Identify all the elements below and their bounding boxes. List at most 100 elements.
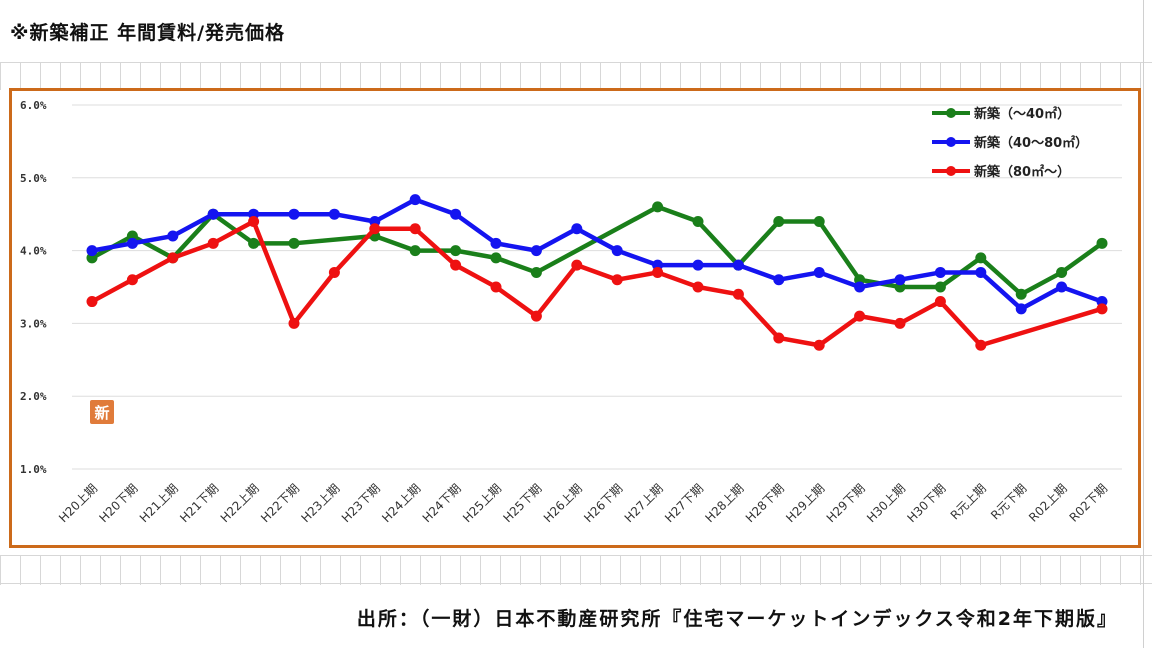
- data-point: [611, 274, 623, 286]
- data-point: [490, 281, 502, 293]
- data-point: [1056, 281, 1068, 293]
- data-point: [1056, 266, 1068, 278]
- x-tick-label: H28上期: [702, 481, 746, 525]
- data-point: [652, 201, 664, 213]
- data-point: [86, 296, 98, 308]
- legend-swatch-marker: [946, 137, 956, 147]
- data-point: [894, 317, 906, 329]
- data-point: [571, 223, 583, 235]
- x-tick-label: H21上期: [137, 481, 181, 525]
- legend-swatch-marker: [946, 166, 956, 176]
- data-point: [894, 274, 906, 286]
- data-point: [288, 208, 300, 220]
- data-point: [571, 259, 583, 271]
- data-point: [328, 208, 340, 220]
- y-tick-label: 6.0%: [20, 99, 47, 112]
- grid-strip-top: [0, 62, 1152, 90]
- page-title: ※新築補正 年間賃料/発売価格: [10, 22, 286, 44]
- data-point: [450, 208, 462, 220]
- data-point: [813, 215, 825, 227]
- data-point: [328, 266, 340, 278]
- x-tick-label: H30上期: [864, 481, 908, 525]
- data-point: [409, 194, 421, 206]
- x-tick-label: H21下期: [177, 481, 221, 525]
- x-tick-label: H24上期: [379, 481, 423, 525]
- data-point: [934, 266, 946, 278]
- data-point: [975, 252, 987, 264]
- x-tick-label: H25上期: [460, 481, 504, 525]
- legend-label: 新築（80㎡～）: [974, 164, 1070, 180]
- y-tick-label: 2.0%: [20, 390, 47, 403]
- data-point: [1015, 303, 1027, 315]
- y-tick-label: 1.0%: [20, 463, 47, 476]
- data-point: [611, 245, 623, 257]
- x-tick-label: H20下期: [96, 481, 140, 525]
- x-tick-label: H28下期: [743, 481, 787, 525]
- data-point: [207, 208, 219, 220]
- data-point: [773, 215, 785, 227]
- chart-frame: 1.0% 2.0% 3.0% 4.0% 5.0% 6.0% H20上期 H20下期 H21上期 H…: [9, 88, 1141, 548]
- data-point: [126, 274, 138, 286]
- data-point: [248, 237, 260, 249]
- data-point: [652, 266, 664, 278]
- data-point: [732, 288, 744, 300]
- x-tick-label: H22上期: [218, 481, 262, 525]
- y-tick-label: 5.0%: [20, 172, 47, 185]
- grid-strip-bottom: [0, 555, 1152, 585]
- data-point: [975, 339, 987, 351]
- x-tick-label: R元下期: [988, 481, 1029, 522]
- x-tick-label: H25下期: [500, 481, 544, 525]
- x-tick-label: H30下期: [904, 481, 948, 525]
- x-tick-label: H23下期: [339, 481, 383, 525]
- data-point: [854, 310, 866, 322]
- data-point: [773, 332, 785, 344]
- source-note: 出所：（一財）日本不動産研究所『住宅マーケットインデックス令和2年下期版』: [356, 608, 1118, 630]
- data-point: [126, 237, 138, 249]
- new-badge-icon: 新: [90, 400, 114, 424]
- data-point: [288, 237, 300, 249]
- data-point: [934, 281, 946, 293]
- data-point: [530, 245, 542, 257]
- data-point: [773, 274, 785, 286]
- x-tick-label: H20上期: [56, 481, 100, 525]
- line-chart: 1.0%2.0%3.0%4.0%5.0%6.0%H20上期H20下期H21上期H…: [20, 99, 1122, 525]
- data-point: [450, 245, 462, 257]
- data-point: [288, 317, 300, 329]
- legend-swatch-marker: [946, 108, 956, 118]
- data-point: [934, 296, 946, 308]
- data-point: [530, 266, 542, 278]
- data-point: [490, 252, 502, 264]
- x-tick-label: H26上期: [541, 481, 585, 525]
- x-tick-label: H27上期: [622, 481, 666, 525]
- x-tick-label: H24下期: [420, 481, 464, 525]
- data-point: [975, 266, 987, 278]
- data-point: [167, 230, 179, 242]
- data-point: [854, 281, 866, 293]
- x-tick-label: H26下期: [581, 481, 625, 525]
- x-tick-label: R02下期: [1067, 481, 1111, 525]
- data-point: [813, 339, 825, 351]
- data-point: [450, 259, 462, 271]
- data-point: [167, 252, 179, 264]
- x-tick-label: R元上期: [948, 481, 989, 522]
- x-tick-label: H27下期: [662, 481, 706, 525]
- series-line: [89, 219, 1105, 348]
- data-point: [409, 245, 421, 257]
- x-tick-label: H29下期: [824, 481, 868, 525]
- data-point: [530, 310, 542, 322]
- legend-label: 新築（40～80㎡）: [974, 135, 1088, 151]
- data-point: [409, 223, 421, 235]
- x-tick-label: H23上期: [298, 481, 342, 525]
- data-point: [692, 259, 704, 271]
- series-line: [89, 197, 1105, 312]
- data-point: [692, 215, 704, 227]
- y-tick-label: 3.0%: [20, 317, 47, 330]
- legend-label: 新築（～40㎡）: [974, 106, 1070, 122]
- data-point: [692, 281, 704, 293]
- x-tick-label: R02上期: [1026, 481, 1070, 525]
- data-point: [248, 215, 260, 227]
- data-point: [490, 237, 502, 249]
- data-point: [207, 237, 219, 249]
- x-tick-label: H29上期: [783, 481, 827, 525]
- data-point: [1096, 237, 1108, 249]
